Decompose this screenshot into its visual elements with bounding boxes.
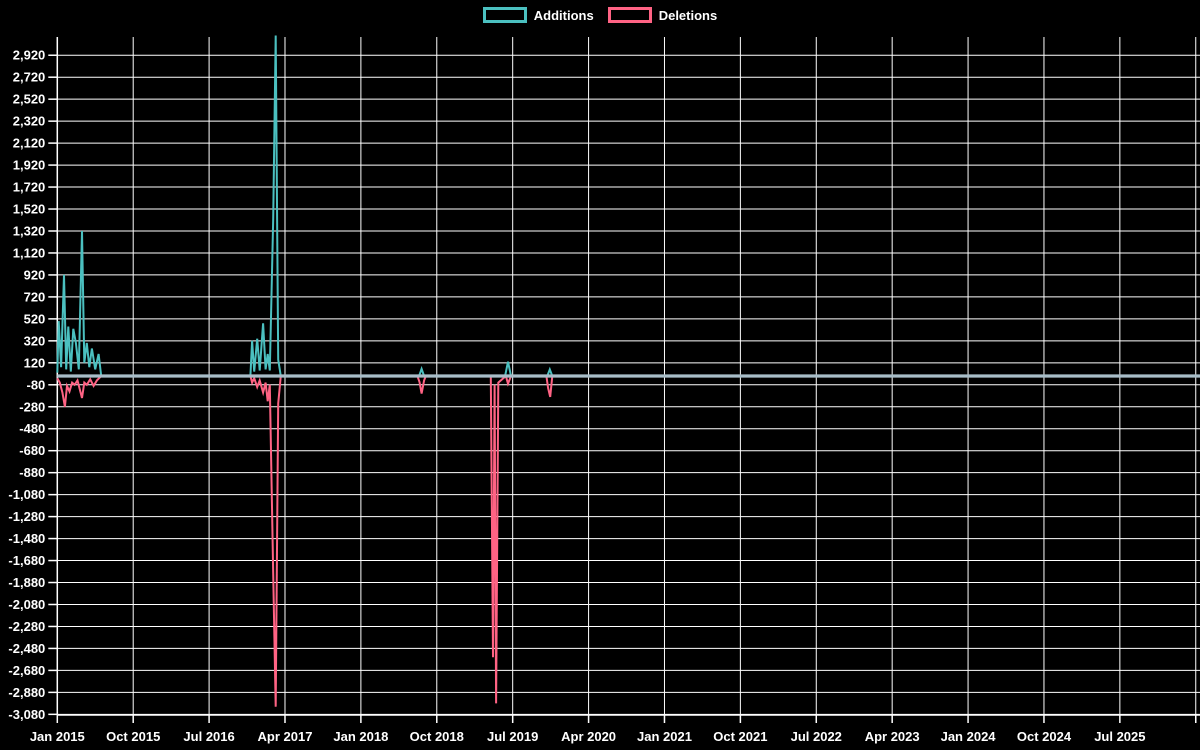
chart-legend: Additions Deletions [0, 7, 1200, 23]
x-tick-label: Jul 2022 [791, 729, 842, 744]
y-tick-label: 1,320 [13, 223, 46, 238]
x-tick-label: Jul 2019 [487, 729, 538, 744]
legend-label-deletions: Deletions [658, 7, 718, 23]
y-tick-label: -1,680 [8, 553, 45, 568]
y-tick-label: -880 [19, 465, 45, 480]
y-tick-label: -2,880 [8, 685, 45, 700]
y-tick-label: -1,880 [8, 575, 45, 590]
x-tick-label: Jan 2024 [941, 729, 997, 744]
x-tick-label: Apr 2023 [865, 729, 920, 744]
y-tick-label: 320 [24, 333, 46, 348]
y-tick-label: 120 [24, 355, 46, 370]
y-tick-label: 2,720 [13, 70, 46, 85]
deletions-swatch-icon [607, 7, 652, 23]
x-tick-label: Apr 2020 [561, 729, 616, 744]
y-tick-label: 720 [24, 289, 46, 304]
y-tick-label: -680 [19, 443, 45, 458]
y-tick-label: 2,920 [13, 48, 46, 63]
y-tick-label: 2,320 [13, 114, 46, 129]
y-tick-label: -2,080 [8, 597, 45, 612]
y-tick-label: 1,120 [13, 245, 46, 260]
y-tick-label: 2,120 [13, 136, 46, 151]
y-tick-label: 1,720 [13, 180, 46, 195]
y-tick-label: 2,520 [13, 92, 46, 107]
legend-item-deletions[interactable]: Deletions [607, 7, 718, 23]
y-tick-label: -2,480 [8, 641, 45, 656]
y-tick-label: -1,280 [8, 509, 45, 524]
deletions-line [56, 374, 1200, 707]
x-tick-label: Jan 2015 [30, 729, 85, 744]
y-tick-label: -1,080 [8, 487, 45, 502]
legend-item-additions[interactable]: Additions [482, 7, 594, 23]
y-tick-label: 1,520 [13, 202, 46, 217]
additions-line [56, 35, 1200, 377]
y-tick-label: 1,920 [13, 158, 46, 173]
x-tick-label: Oct 2018 [410, 729, 464, 744]
legend-label-additions: Additions [533, 7, 594, 23]
x-tick-label: Jan 2021 [637, 729, 692, 744]
y-tick-label: -1,480 [8, 531, 45, 546]
x-tick-label: Oct 2015 [106, 729, 160, 744]
additions-swatch-icon [482, 7, 527, 23]
y-tick-label: -280 [19, 399, 45, 414]
y-tick-label: -80 [27, 377, 46, 392]
y-tick-label: 920 [24, 267, 46, 282]
y-tick-label: -3,080 [8, 707, 45, 722]
y-tick-label: -2,280 [8, 619, 45, 634]
y-tick-label: -480 [19, 421, 45, 436]
x-tick-label: Oct 2021 [713, 729, 767, 744]
x-tick-label: Jul 2025 [1094, 729, 1145, 744]
x-tick-label: Jul 2016 [183, 729, 234, 744]
x-tick-label: Oct 2024 [1017, 729, 1072, 744]
x-tick-label: Apr 2017 [258, 729, 313, 744]
x-tick-label: Jan 2018 [333, 729, 388, 744]
y-tick-label: -2,680 [8, 663, 45, 678]
y-tick-label: 520 [24, 311, 46, 326]
